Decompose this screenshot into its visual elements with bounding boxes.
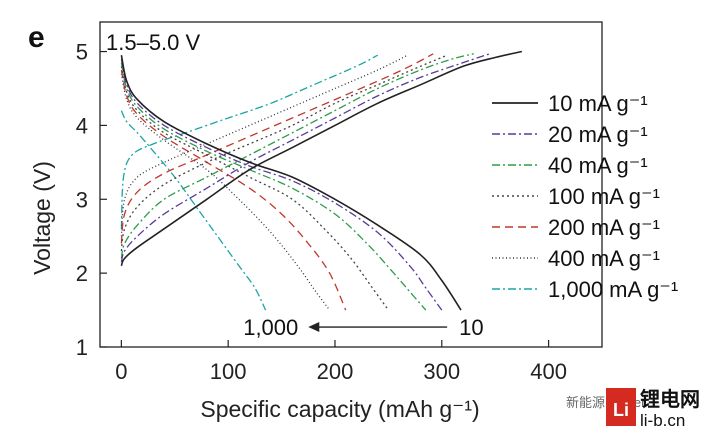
y-tick-label: 3 — [76, 187, 88, 212]
y-tick-label: 2 — [76, 261, 88, 286]
watermark: 新能源Leader Li 锂电网 li-b.cn — [566, 387, 700, 430]
x-tick-label: 200 — [317, 359, 354, 384]
y-tick-label: 5 — [76, 40, 88, 65]
legend-label: 1,000 mA g⁻¹ — [548, 277, 678, 302]
curve-200-charge — [120, 53, 434, 244]
legend-label: 40 mA g⁻¹ — [548, 153, 648, 178]
curve-40-discharge — [120, 62, 427, 311]
x-tick-label: 100 — [210, 359, 247, 384]
y-axis: 1 2 3 4 5 — [76, 40, 107, 360]
x-axis: 0 100 200 300 400 — [115, 340, 567, 384]
rate-annotation: 1,000 10 — [243, 315, 483, 340]
y-axis-title: Voltage (V) — [29, 161, 55, 275]
series-curves — [120, 50, 523, 311]
voltage-range-label: 1.5–5.0 V — [106, 30, 201, 55]
curve-100-discharge — [120, 66, 389, 311]
y-tick-label: 4 — [76, 113, 88, 138]
y-tick-label: 1 — [76, 335, 88, 360]
plot-frame — [99, 21, 603, 348]
x-tick-label: 400 — [530, 359, 567, 384]
legend-label: 10 mA g⁻¹ — [548, 91, 648, 116]
legend: 10 mA g⁻¹ 20 mA g⁻¹ 40 mA g⁻¹ 100 mA g⁻¹ 200… — [492, 91, 678, 302]
annotation-right-label: 10 — [459, 315, 483, 340]
x-tick-label: 300 — [423, 359, 460, 384]
watermark-logo-text: Li — [613, 400, 629, 420]
curve-100-charge — [120, 54, 448, 252]
annotation-left-label: 1,000 — [243, 315, 298, 340]
x-tick-label: 0 — [115, 359, 127, 384]
legend-label: 100 mA g⁻¹ — [548, 184, 660, 209]
curve-400-discharge — [120, 73, 331, 311]
curve-40-charge — [120, 53, 474, 259]
x-axis-title: Specific capacity (mAh g⁻¹) — [200, 396, 479, 422]
watermark-cn: 锂电网 — [640, 387, 700, 411]
panel-letter: e — [28, 21, 45, 54]
legend-label: 200 mA g⁻¹ — [548, 215, 660, 240]
curve-10-charge — [120, 50, 523, 267]
watermark-url: li-b.cn — [640, 411, 685, 430]
curve-1000-discharge — [120, 110, 267, 311]
legend-label: 400 mA g⁻¹ — [548, 246, 660, 271]
legend-label: 20 mA g⁻¹ — [548, 122, 648, 147]
curve-20-charge — [120, 53, 491, 263]
curve-20-discharge — [120, 58, 443, 311]
watermark-logo — [606, 388, 636, 426]
curve-400-charge — [120, 54, 408, 237]
curve-10-discharge — [120, 55, 462, 311]
curve-1000-charge — [120, 54, 379, 229]
curve-200-discharge — [120, 69, 347, 311]
annotation-arrow-head — [308, 322, 320, 333]
